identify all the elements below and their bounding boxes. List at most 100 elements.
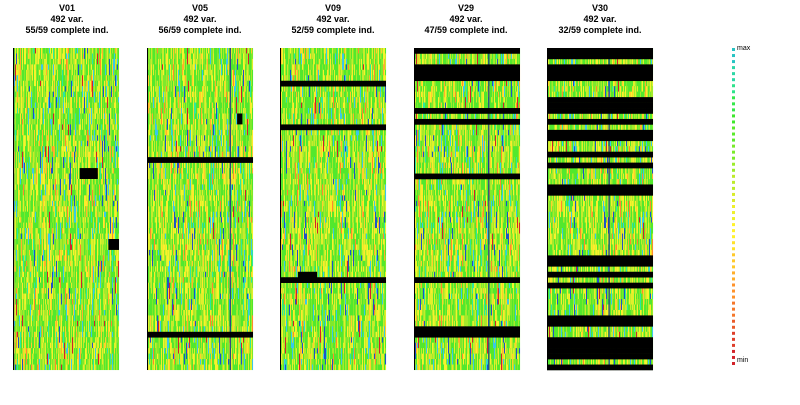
- heatmap-cell: [37, 146, 39, 152]
- heatmap-cell: [52, 80, 54, 92]
- heatmap-cell: [89, 124, 91, 136]
- heatmap-cell: [85, 80, 87, 87]
- heatmap-cell: [206, 206, 208, 218]
- heatmap-cell: [72, 206, 74, 223]
- heatmap-cell: [155, 244, 157, 250]
- heatmap-cell: [35, 353, 37, 365]
- heatmap-cell: [118, 113, 120, 125]
- heatmap-cell: [174, 348, 176, 365]
- heatmap-cell: [193, 222, 195, 229]
- heatmap-cell: [201, 102, 203, 109]
- heatmap-cell: [109, 255, 111, 267]
- heatmap-cell: [153, 239, 155, 256]
- heatmap-cell: [35, 178, 37, 190]
- heatmap-cell: [30, 348, 32, 360]
- heatmap-cell: [113, 53, 115, 59]
- heatmap-cell: [90, 315, 92, 332]
- heatmap-cell: [171, 189, 173, 201]
- heatmap-cell: [46, 266, 48, 278]
- heatmap-cell: [190, 178, 192, 190]
- heatmap-cell: [56, 189, 58, 207]
- heatmap-cell: [107, 315, 109, 327]
- heatmap-cell: [100, 97, 102, 109]
- heatmap-cell: [187, 342, 189, 354]
- heatmap-cell: [40, 195, 42, 201]
- heatmap-cell: [192, 75, 194, 87]
- heatmap-cell: [100, 178, 102, 190]
- heatmap-cell: [73, 75, 75, 92]
- heatmap-cell: [79, 217, 81, 234]
- heatmap-cell: [160, 337, 162, 349]
- heatmap-cell: [54, 129, 56, 147]
- heatmap-cell: [186, 359, 188, 371]
- heatmap-cell: [152, 353, 154, 360]
- heatmap-cell: [157, 353, 159, 360]
- heatmap-cell: [88, 211, 90, 218]
- heatmap-cell: [175, 282, 177, 294]
- heatmap-cell: [80, 157, 82, 163]
- heatmap-cell: [197, 173, 199, 180]
- heatmap-cell: [92, 140, 94, 147]
- heatmap-cell: [100, 168, 102, 174]
- heatmap-cell: [42, 337, 44, 343]
- heatmap-cell: [20, 211, 22, 218]
- heatmap-cell: [162, 124, 164, 141]
- heatmap-cell: [94, 222, 96, 234]
- heatmap-cell: [149, 195, 151, 212]
- heatmap-cell: [112, 288, 114, 305]
- heatmap-cell: [87, 277, 89, 283]
- heatmap-cell: [194, 151, 196, 158]
- heatmap-cell: [52, 91, 54, 109]
- heatmap-cell: [192, 64, 194, 76]
- heatmap-cell: [51, 102, 53, 119]
- heatmap-cell: [202, 69, 204, 81]
- heatmap-cell: [28, 309, 30, 321]
- heatmap-cell: [97, 266, 99, 278]
- heatmap-cell: [191, 113, 193, 125]
- heatmap-cell: [112, 217, 114, 223]
- heatmap-cell: [33, 53, 35, 70]
- heatmap-cell: [192, 86, 194, 92]
- heatmap-cell: [184, 239, 186, 256]
- heatmap-cell: [63, 326, 65, 332]
- heatmap-cell: [200, 189, 202, 201]
- heatmap-cell: [23, 315, 25, 327]
- heatmap-cell: [23, 326, 25, 332]
- heatmap-cell: [82, 282, 84, 289]
- heatmap-cell: [48, 260, 50, 278]
- heatmap-cell: [64, 337, 66, 343]
- heatmap-cell: [36, 184, 38, 201]
- heatmap-cell: [97, 64, 99, 81]
- heatmap-cell: [99, 48, 101, 65]
- heatmap-cell: [91, 348, 93, 360]
- heatmap-cell: [80, 304, 82, 311]
- heatmap-cell: [192, 331, 194, 349]
- heatmap-cell: [118, 211, 120, 223]
- heatmap-cell: [77, 162, 79, 180]
- heatmap-cell: [114, 129, 116, 141]
- heatmap-cell: [157, 277, 159, 283]
- heatmap-cell: [74, 151, 76, 163]
- heatmap-cell: [85, 239, 87, 256]
- heatmap-cell: [190, 244, 192, 261]
- heatmap-cell: [118, 337, 120, 354]
- heatmap-cell: [205, 75, 207, 87]
- heatmap-cell: [109, 168, 111, 174]
- heatmap-cell: [69, 195, 71, 207]
- heatmap-cell: [165, 189, 167, 196]
- heatmap-cell: [186, 146, 188, 158]
- heatmap-cell: [185, 200, 187, 207]
- heatmap-cell: [57, 178, 59, 190]
- heatmap-cell: [115, 64, 117, 70]
- heatmap-cell: [45, 364, 47, 371]
- heatmap-cell: [117, 184, 119, 201]
- heatmap-cell: [116, 200, 118, 218]
- heatmap-cell: [150, 168, 152, 174]
- heatmap-cell: [98, 288, 100, 300]
- heatmap-cell: [183, 97, 185, 109]
- heatmap-cell: [69, 168, 71, 174]
- heatmap-cell: [46, 48, 48, 54]
- heatmap-cell: [186, 189, 188, 207]
- heatmap-cell: [101, 184, 103, 201]
- heatmap-cell: [19, 80, 21, 92]
